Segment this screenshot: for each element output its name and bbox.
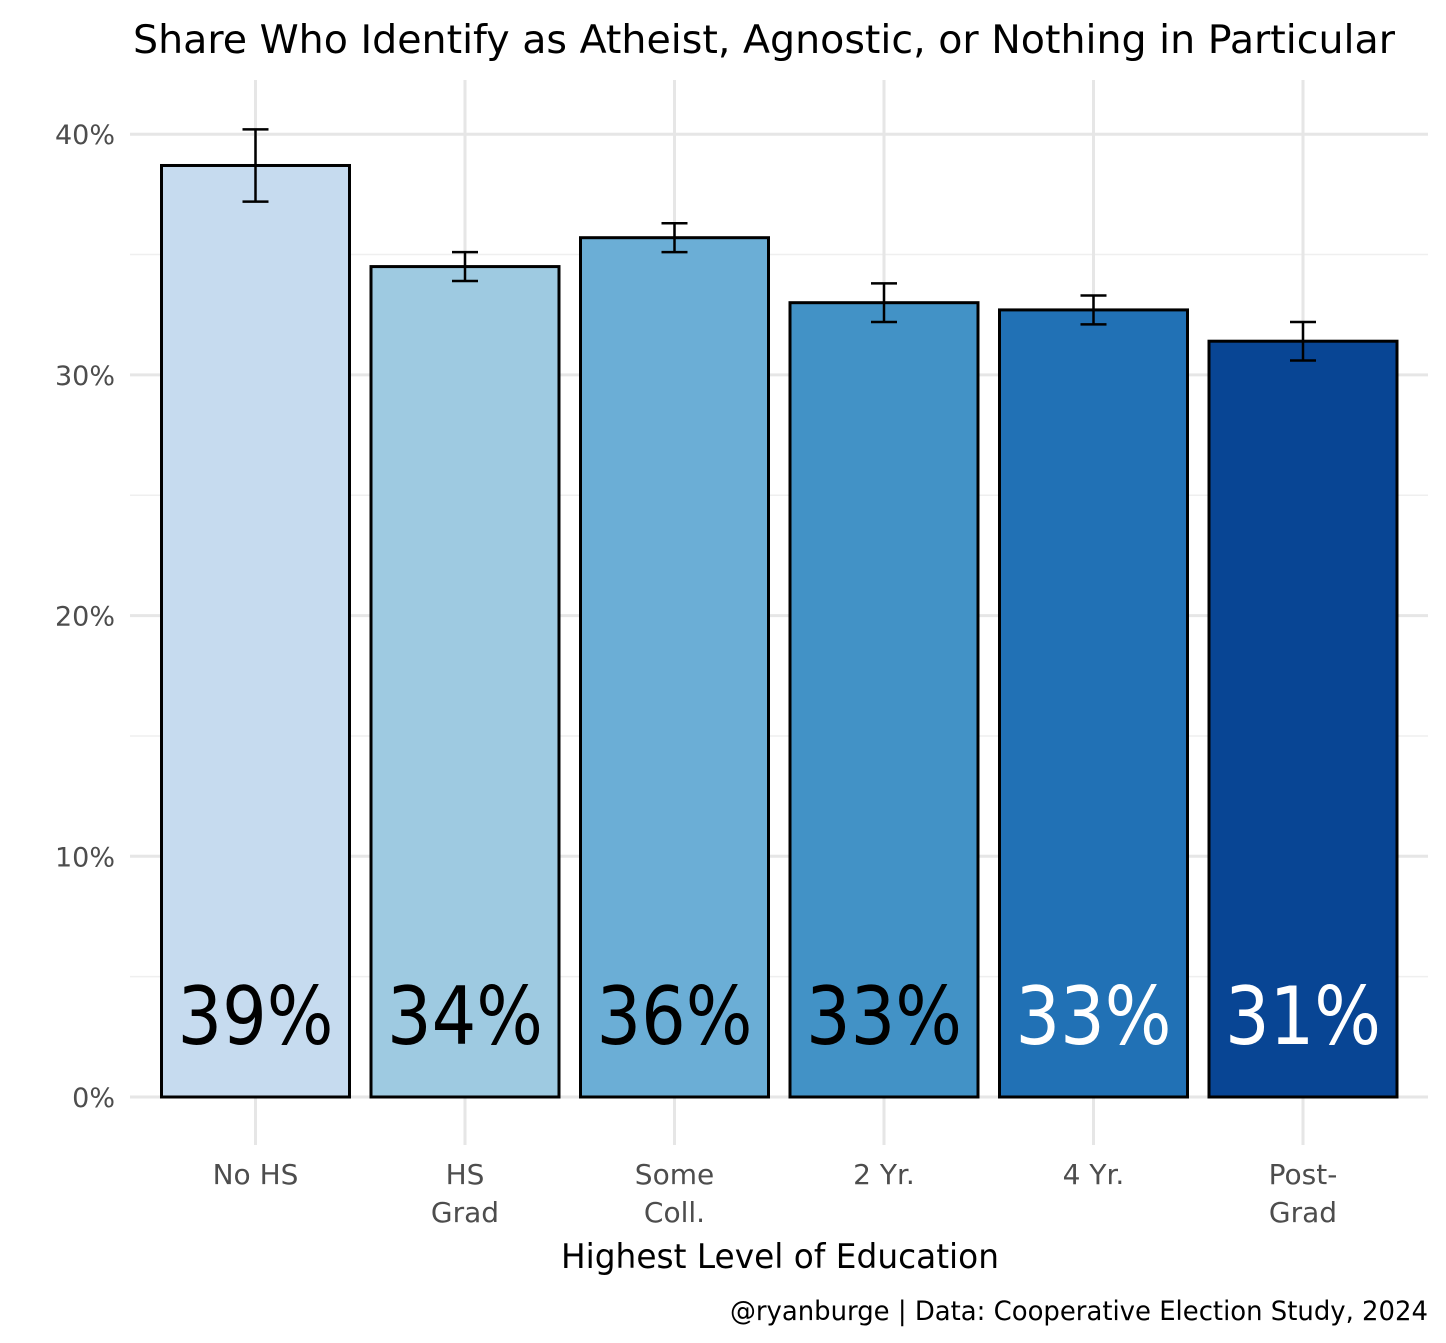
y-tick-label: 20%	[55, 602, 115, 633]
bars	[160, 163, 1399, 1099]
error-bar	[242, 128, 269, 203]
chart-caption: @ryanburge | Data: Cooperative Election …	[730, 1296, 1428, 1327]
bar-value-label: 36%	[597, 970, 753, 1063]
error-bar	[452, 250, 478, 283]
y-tick-label: 40%	[55, 120, 115, 151]
x-tick-label: HS	[446, 1158, 485, 1191]
bar	[579, 236, 770, 1099]
error-bars	[242, 128, 1316, 362]
bar-value-label: 39%	[178, 970, 334, 1063]
x-tick-label: Coll.	[644, 1196, 705, 1229]
bar	[788, 301, 980, 1099]
x-tick-label: Post-	[1269, 1158, 1338, 1191]
error-bar	[871, 282, 897, 324]
x-axis-ticks: No HS HS Grad Some Coll. 2 Yr. 4 Yr. Post- Grad	[213, 1158, 1338, 1229]
bar	[998, 308, 1189, 1099]
bar	[1207, 339, 1399, 1099]
x-axis-title: Highest Level of Education	[561, 1237, 999, 1277]
chart-title: Share Who Identify as Atheist, Agnostic,…	[133, 18, 1396, 63]
y-tick-label: 30%	[55, 361, 115, 392]
bar-value-label: 31%	[1225, 970, 1381, 1063]
bar-value-label: 33%	[806, 970, 962, 1063]
x-tick-label: No HS	[213, 1158, 299, 1191]
x-tick-label: 2 Yr.	[853, 1158, 915, 1191]
x-tick-label: Grad	[431, 1196, 499, 1229]
error-bar	[1290, 320, 1316, 362]
bar	[369, 265, 561, 1099]
y-tick-label: 0%	[72, 1083, 115, 1114]
y-axis-ticks: 0% 10% 20% 30% 40%	[55, 120, 115, 1114]
x-tick-label: 4 Yr.	[1063, 1158, 1125, 1191]
bar-value-label: 33%	[1016, 970, 1172, 1063]
bar-value-labels: 39% 34% 36% 33% 33% 31%	[178, 970, 1382, 1063]
x-tick-label: Some	[635, 1158, 714, 1191]
error-bar	[1080, 294, 1107, 326]
y-tick-label: 10%	[55, 842, 115, 873]
x-tick-label: Grad	[1269, 1196, 1337, 1229]
error-bar	[661, 222, 688, 254]
bar	[160, 163, 351, 1099]
bar-value-label: 34%	[387, 970, 543, 1063]
